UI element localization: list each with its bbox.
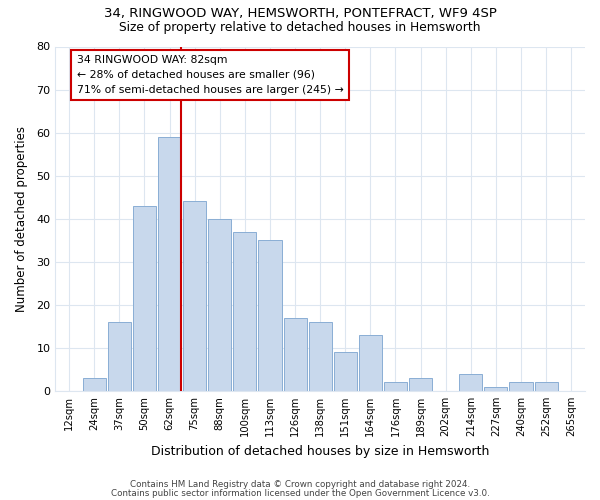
Bar <box>208 218 231 391</box>
Bar <box>359 335 382 391</box>
Bar <box>308 322 332 391</box>
Bar <box>133 206 156 391</box>
Bar <box>509 382 533 391</box>
Text: 34 RINGWOOD WAY: 82sqm
← 28% of detached houses are smaller (96)
71% of semi-det: 34 RINGWOOD WAY: 82sqm ← 28% of detached… <box>77 55 343 94</box>
Bar <box>459 374 482 391</box>
Bar <box>83 378 106 391</box>
Bar <box>484 386 508 391</box>
Y-axis label: Number of detached properties: Number of detached properties <box>15 126 28 312</box>
Text: Contains public sector information licensed under the Open Government Licence v3: Contains public sector information licen… <box>110 489 490 498</box>
Bar <box>158 137 181 391</box>
Bar <box>334 352 357 391</box>
X-axis label: Distribution of detached houses by size in Hemsworth: Distribution of detached houses by size … <box>151 444 490 458</box>
Bar <box>183 202 206 391</box>
Bar <box>284 318 307 391</box>
Text: 34, RINGWOOD WAY, HEMSWORTH, PONTEFRACT, WF9 4SP: 34, RINGWOOD WAY, HEMSWORTH, PONTEFRACT,… <box>104 8 496 20</box>
Text: Size of property relative to detached houses in Hemsworth: Size of property relative to detached ho… <box>119 21 481 34</box>
Bar <box>259 240 281 391</box>
Bar <box>409 378 432 391</box>
Bar <box>108 322 131 391</box>
Bar <box>233 232 256 391</box>
Bar <box>535 382 557 391</box>
Text: Contains HM Land Registry data © Crown copyright and database right 2024.: Contains HM Land Registry data © Crown c… <box>130 480 470 489</box>
Bar <box>384 382 407 391</box>
